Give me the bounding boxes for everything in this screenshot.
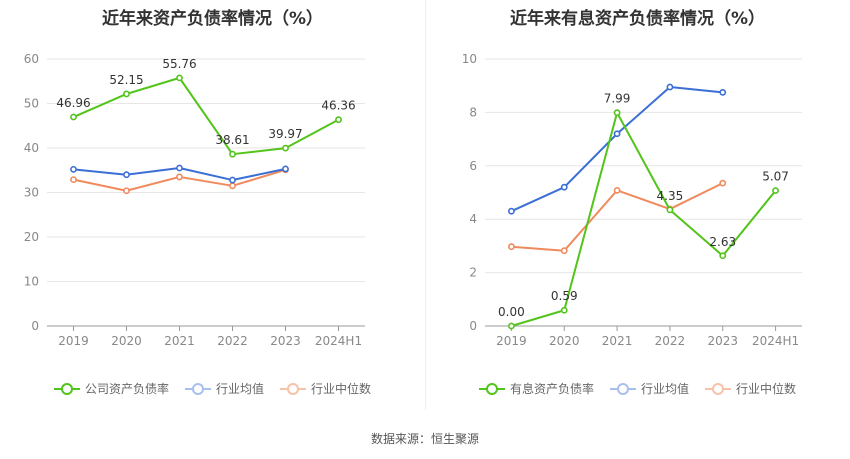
legend-item-median[interactable]: 行业中位数	[280, 380, 371, 397]
legend-label: 行业中位数	[311, 382, 372, 396]
chart-panel-right: 近年来有息资产负债率情况（%） 0 2 4 6 8 10 2019 2020 2021 2022 2…	[425, 0, 850, 420]
legend-swatch-green	[53, 382, 80, 396]
data-label: 38.61	[215, 133, 249, 147]
x-tick-label: 2024H1	[315, 334, 362, 348]
legend-label: 行业均值	[640, 382, 689, 396]
chart-plot-left: 0 10 20 30 40 50 60 2019 2020 2021 2022 2023 2024H1 4…	[24, 52, 365, 348]
data-label: 46.96	[56, 96, 90, 110]
panel-divider	[425, 0, 426, 410]
data-point	[70, 176, 77, 183]
data-point	[560, 306, 568, 314]
data-point	[508, 322, 515, 330]
data-point	[176, 164, 183, 172]
data-point	[719, 252, 727, 260]
legend-label: 公司资产负债率	[84, 382, 169, 396]
data-label: 7.99	[604, 92, 631, 106]
data-point	[229, 182, 236, 190]
data-point	[282, 144, 289, 152]
x-tick-label: 2020	[111, 334, 142, 348]
y-tick-label: 2	[469, 266, 477, 280]
data-label: 0.59	[551, 289, 578, 303]
data-label: 4.35	[657, 189, 684, 203]
data-label: 55.76	[162, 57, 196, 71]
y-tick-label: 8	[469, 105, 477, 119]
y-tick-label: 0	[469, 319, 477, 333]
chart-legend: 有息资产负债率 行业均值 行业中位数	[425, 380, 850, 397]
series-line	[511, 111, 777, 327]
y-tick-label: 40	[24, 141, 39, 155]
data-point	[508, 243, 515, 251]
legend-swatch-orange	[280, 382, 306, 396]
y-tick-label: 30	[24, 186, 39, 200]
data-point	[229, 150, 236, 158]
chart-legend: 公司资产负债率 行业均值 行业中位数	[0, 380, 425, 397]
data-point	[719, 88, 727, 96]
x-tick-label: 2023	[707, 334, 738, 348]
legend-swatch-green	[478, 382, 505, 396]
x-tick-label: 2019	[58, 334, 89, 348]
data-point	[176, 173, 183, 181]
data-point	[560, 183, 568, 191]
legend-swatch-orange	[705, 382, 731, 396]
data-point	[560, 247, 568, 255]
data-point	[772, 187, 779, 195]
x-tick-label: 2021	[602, 334, 633, 348]
y-tick-label: 6	[469, 159, 477, 173]
data-label: 5.07	[762, 170, 789, 184]
data-label: 52.15	[109, 73, 143, 87]
data-label: 39.97	[268, 127, 302, 141]
chart-title: 近年来资产负债率情况（%）	[101, 9, 324, 29]
data-point	[229, 176, 236, 184]
data-point	[666, 206, 674, 214]
legend-label: 行业中位数	[736, 382, 797, 396]
y-tick-label: 10	[24, 275, 39, 289]
y-tick-label: 4	[469, 212, 477, 226]
legend-item-median[interactable]: 行业中位数	[705, 380, 796, 397]
data-point	[335, 116, 342, 124]
legend-swatch-blue	[184, 382, 211, 396]
data-point	[70, 113, 77, 121]
legend-item-avg[interactable]: 行业均值	[609, 380, 689, 397]
legend-item-company[interactable]: 有息资产负债率	[478, 380, 594, 397]
data-label: 0.00	[498, 305, 525, 319]
legend-item-company[interactable]: 公司资产负债率	[53, 380, 169, 397]
y-tick-label: 0	[31, 319, 39, 333]
chart-plot-right: 0 2 4 6 8 10 2019 2020 2021 2022 2023 2024H1 0.00 0.5…	[462, 52, 802, 348]
data-point	[123, 90, 130, 98]
data-point	[508, 207, 515, 215]
x-tick-label: 2023	[270, 334, 301, 348]
data-label: 2.63	[709, 235, 736, 249]
data-point	[123, 187, 130, 195]
legend-item-avg[interactable]: 行业均值	[184, 380, 264, 397]
y-tick-label: 20	[24, 230, 39, 244]
data-point	[613, 130, 621, 138]
x-tick-label: 2022	[655, 334, 686, 348]
chart-panel-left: 近年来资产负债率情况（%） 0 10 20 30 40 50 60 2019 2020 2021 2…	[0, 0, 425, 420]
x-tick-label: 2019	[496, 334, 527, 348]
x-tick-label: 2020	[549, 334, 580, 348]
x-tick-label: 2024H1	[752, 334, 799, 348]
x-tick-label: 2021	[164, 334, 195, 348]
data-point	[176, 74, 183, 82]
x-tick-label: 2022	[217, 334, 248, 348]
data-point	[666, 83, 674, 91]
chart-title: 近年来有息资产负债率情况（%）	[509, 9, 766, 29]
legend-label: 行业均值	[215, 382, 264, 396]
data-point	[613, 109, 621, 117]
data-point	[613, 186, 621, 194]
data-point	[123, 171, 130, 179]
series-line	[73, 76, 339, 156]
data-point	[719, 179, 727, 187]
y-tick-label: 60	[24, 52, 39, 66]
data-point	[70, 165, 77, 173]
y-tick-label: 10	[462, 52, 477, 66]
legend-swatch-blue	[609, 382, 636, 396]
data-source-note: 数据来源：恒生聚源	[370, 432, 479, 446]
data-label: 46.36	[321, 99, 355, 113]
data-point	[282, 165, 289, 173]
y-tick-label: 50	[24, 97, 39, 111]
legend-label: 有息资产负债率	[509, 382, 594, 396]
